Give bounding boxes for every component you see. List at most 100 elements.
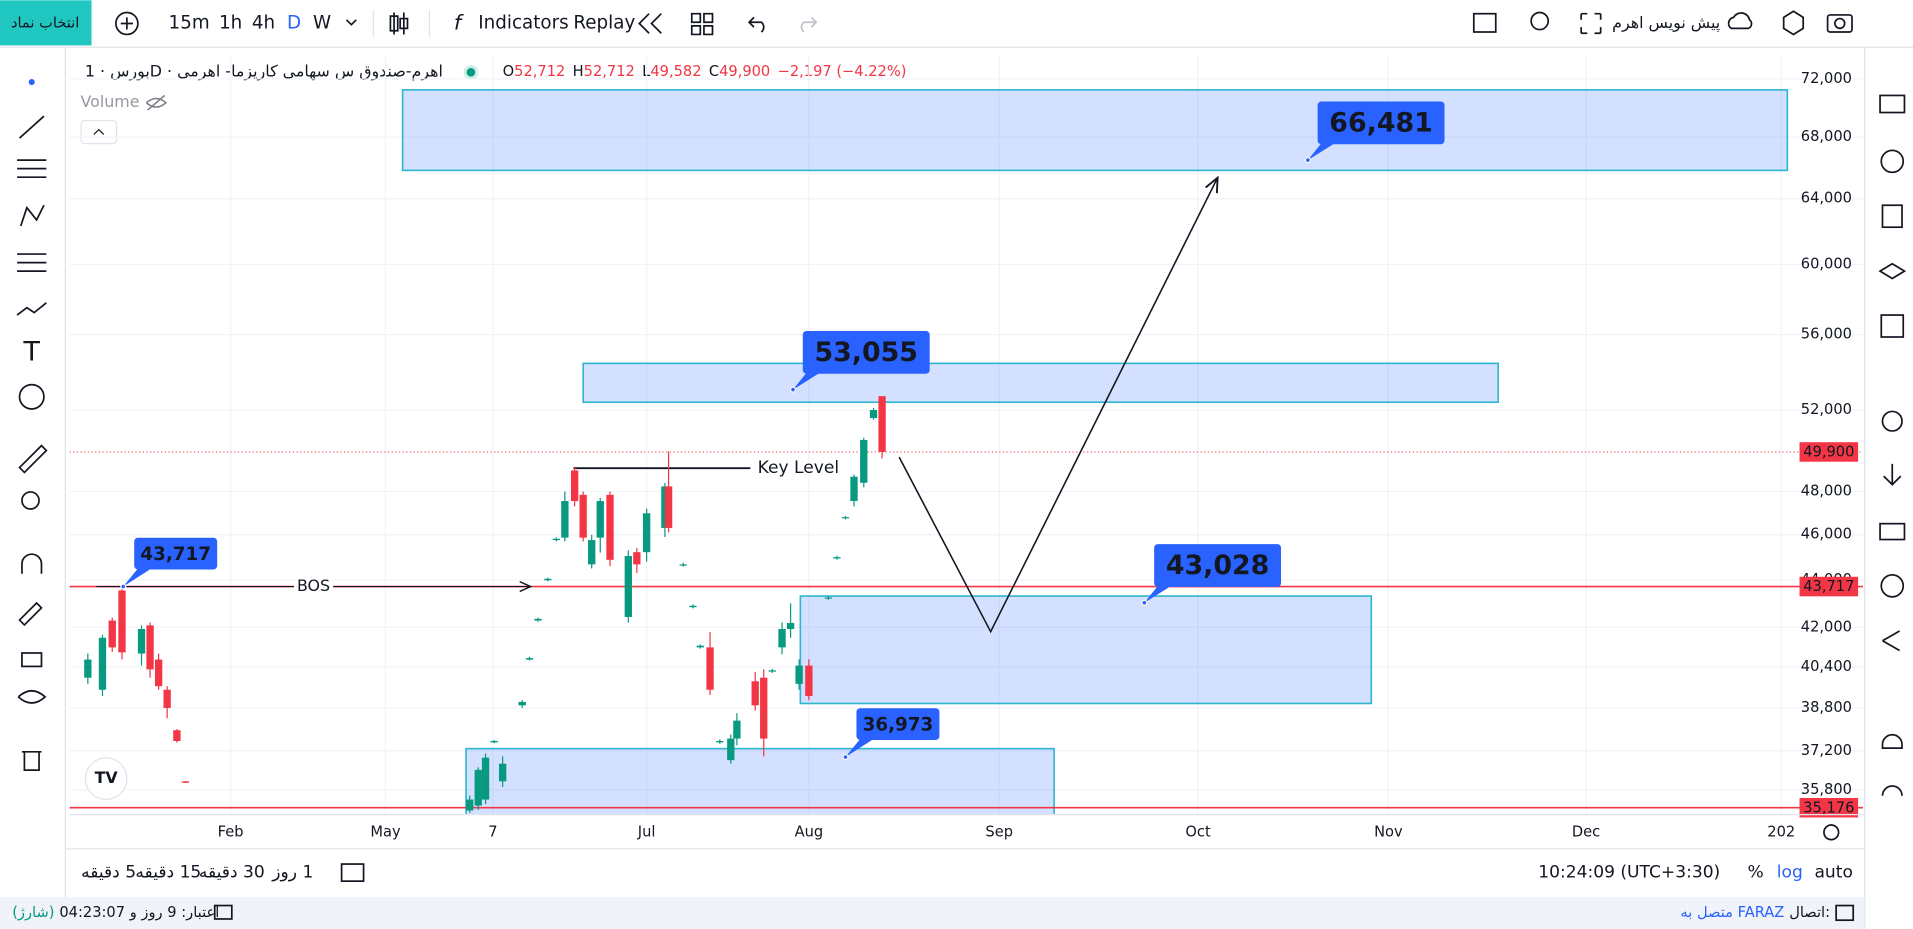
replay-icon[interactable] (638, 13, 662, 34)
callout-label: 53,055 (814, 337, 918, 368)
hide-volume-icon[interactable] (145, 94, 168, 111)
price-label-bg (1799, 576, 1859, 597)
emoji-tool[interactable] (18, 383, 45, 410)
projection-path (898, 178, 1217, 634)
y-tick-label: 52,000 (1801, 401, 1852, 418)
y-tick-label: 42,000 (1801, 618, 1852, 635)
redo-icon[interactable] (800, 16, 818, 33)
candle-body (588, 540, 596, 565)
interval-active[interactable]: D (287, 12, 301, 33)
alerts-icon[interactable] (1880, 149, 1905, 174)
text-tool[interactable]: T (23, 336, 41, 367)
settings-icon[interactable] (1782, 10, 1805, 36)
add-icon[interactable] (115, 11, 139, 36)
price-label: 49,900 (1803, 444, 1854, 461)
candle-body (163, 689, 171, 708)
notes-icon[interactable] (1881, 204, 1903, 229)
svg-text:TV: TV (95, 768, 119, 787)
bos-label-bg (294, 576, 334, 597)
calendar-icon[interactable] (1880, 314, 1905, 338)
card-icon[interactable] (1879, 522, 1906, 541)
candle-body (860, 440, 868, 483)
indicators-button[interactable]: Indicators (478, 12, 568, 33)
ruler-tool[interactable] (18, 444, 48, 474)
axis-settings-icon[interactable] (1823, 824, 1840, 841)
collapse-button[interactable] (80, 119, 118, 145)
candle-body (751, 681, 759, 706)
download-icon[interactable] (1883, 463, 1902, 486)
interval[interactable]: 1h (219, 12, 242, 33)
expand-icon[interactable] (1580, 12, 1602, 35)
fx-icon[interactable]: f (454, 10, 464, 34)
candle-body (108, 620, 116, 648)
hide-tool[interactable] (17, 689, 47, 704)
trash-tool[interactable] (21, 750, 42, 771)
y-tick-label: 68,000 (1801, 128, 1852, 145)
share-icon[interactable] (1882, 630, 1901, 652)
interval[interactable]: 15m (169, 12, 210, 33)
draw-lock-tool[interactable] (18, 601, 43, 627)
alert-icon[interactable] (1530, 11, 1550, 31)
undo-icon[interactable] (747, 16, 765, 33)
percent-toggle[interactable]: % (1747, 863, 1763, 883)
y-tick-label: 35,800 (1801, 781, 1852, 798)
projection-tool[interactable] (17, 253, 47, 272)
x-tick-label: Jul (637, 823, 656, 840)
range-button[interactable]: 30 دقیقه (199, 863, 265, 883)
candle-body (466, 799, 474, 811)
support-icon[interactable] (1881, 785, 1903, 796)
screenshot-icon[interactable] (1826, 14, 1853, 33)
fullscreen-icon[interactable] (1472, 12, 1497, 33)
y-tick-label: 40,400 (1801, 658, 1852, 675)
log-toggle[interactable]: log (1777, 863, 1803, 883)
zoom-tool[interactable] (21, 491, 40, 510)
status-dot (466, 67, 476, 77)
fib-tool[interactable] (17, 159, 47, 179)
lock-tool[interactable] (21, 652, 43, 668)
candle-body (679, 564, 687, 566)
callout-label: 66,481 (1329, 108, 1433, 139)
symbol-button[interactable] (0, 0, 92, 46)
profile-icon[interactable] (1880, 574, 1905, 598)
magnet-tool[interactable] (21, 553, 43, 574)
y-tick-label: 60,000 (1801, 255, 1852, 272)
watchlist-icon[interactable] (1879, 94, 1906, 114)
brush-tool[interactable] (16, 302, 47, 316)
callout-tail (123, 567, 154, 587)
auto-toggle[interactable]: auto (1814, 863, 1852, 883)
candle-body (733, 720, 741, 739)
price-zone (401, 89, 1789, 172)
x-tick-label: Nov (1374, 823, 1403, 840)
candle-body (490, 740, 498, 743)
range-button[interactable]: 15 دقیقه (135, 863, 201, 883)
cloud-icon[interactable] (1727, 12, 1753, 30)
settings-side-icon[interactable] (1881, 410, 1903, 432)
layout-icon[interactable] (690, 12, 714, 36)
cursor-tool[interactable] (28, 78, 35, 86)
candle-body (481, 757, 490, 800)
range-button[interactable]: 5 دقیقه (81, 863, 136, 883)
y-tick-label: 72,000 (1801, 70, 1852, 87)
publish-label[interactable]: پیش نویس اهرم (1612, 13, 1720, 33)
interval[interactable]: 4h (252, 12, 275, 33)
price-label-bg (1799, 797, 1859, 818)
replay-button[interactable]: Replay (573, 12, 635, 33)
y-tick-label: 56,000 (1801, 326, 1852, 343)
callout-anchor (842, 753, 849, 761)
symbol-button-label[interactable]: انتخاب نماد (11, 14, 79, 31)
goto-date-icon[interactable] (340, 863, 365, 882)
candle-body (850, 476, 858, 502)
interval[interactable]: W (313, 12, 331, 33)
chart-type-icon[interactable] (389, 12, 409, 35)
candle-body (727, 738, 735, 761)
bell-icon[interactable] (1881, 733, 1903, 750)
line-tool[interactable] (18, 115, 45, 139)
dropdown-icon[interactable] (345, 19, 357, 26)
range-button[interactable]: 1 روز (271, 863, 313, 883)
pattern-tool[interactable] (19, 204, 45, 227)
candle-body (606, 494, 614, 560)
candle-body (878, 396, 886, 452)
layers-icon[interactable] (1878, 262, 1907, 280)
candle-body (154, 659, 163, 687)
